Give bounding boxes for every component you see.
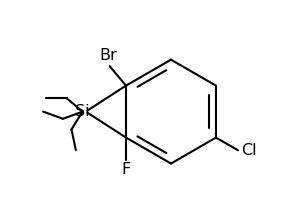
- Text: F: F: [122, 162, 130, 177]
- Text: Br: Br: [100, 48, 118, 63]
- Text: Si: Si: [75, 104, 90, 119]
- Text: Cl: Cl: [241, 143, 257, 158]
